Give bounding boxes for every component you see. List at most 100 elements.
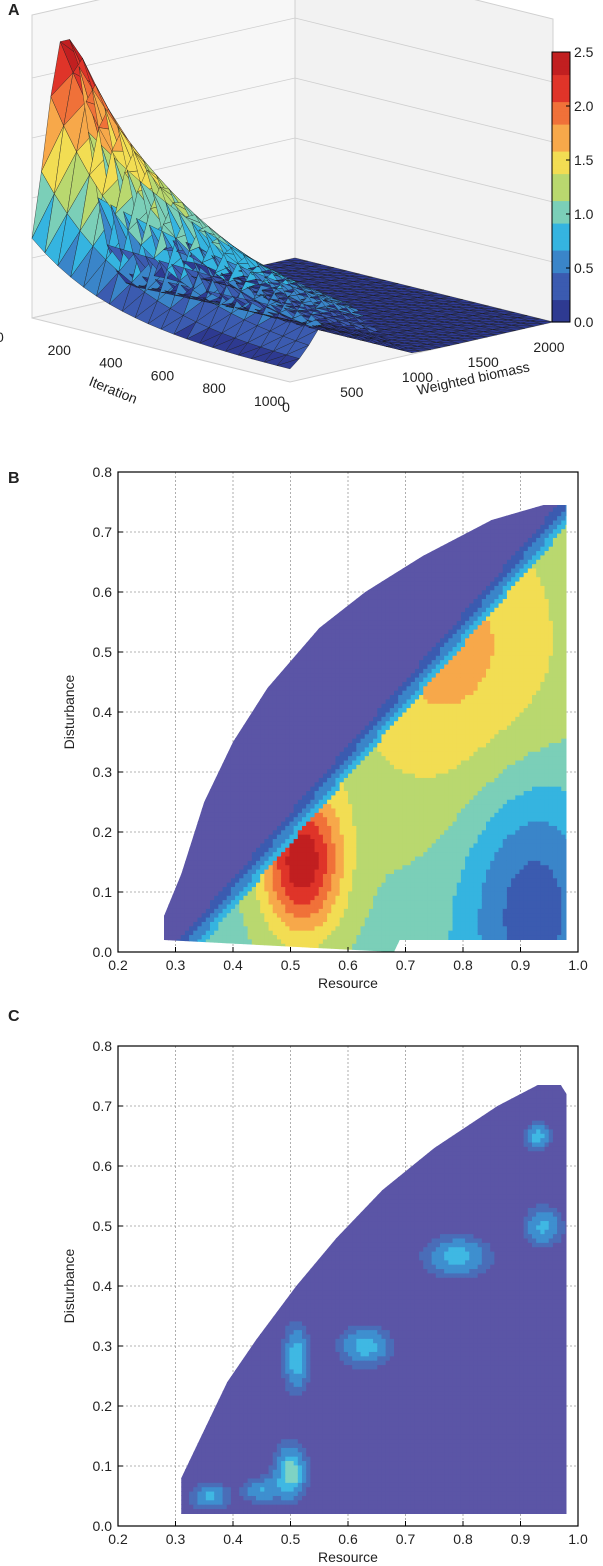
contour-cell: [247, 546, 253, 552]
contour-cell: [197, 777, 203, 783]
contour-cell: [122, 716, 127, 721]
contour-cell: [197, 755, 203, 761]
colorbar-segment: [552, 299, 570, 305]
contour-cell: [180, 668, 186, 674]
contour-cell: [143, 738, 148, 743]
contour-cell: [256, 585, 261, 591]
contour-cell: [184, 681, 190, 687]
contour-cell: [251, 943, 257, 949]
contour-cell: [210, 659, 215, 665]
contour-cell: [168, 816, 173, 822]
contour-cell: [118, 751, 123, 756]
y-tick-label: 1500: [468, 354, 499, 370]
contour-cell: [126, 616, 131, 621]
contour-cell: [256, 629, 261, 634]
contour-cell: [151, 860, 156, 865]
contour-cell: [176, 751, 182, 757]
contour-cell: [226, 659, 232, 665]
contour-cell: [226, 629, 232, 634]
contour-cell: [193, 677, 198, 682]
surface-facet: [295, 329, 319, 346]
contour-cell: [118, 695, 123, 700]
contour-cell: [164, 738, 169, 744]
contour-cell: [184, 760, 190, 765]
contour-cell: [176, 877, 182, 883]
contour-cell: [230, 842, 236, 848]
contour-cell: [214, 882, 219, 888]
contour-cell: [126, 537, 131, 542]
contour-cell: [205, 904, 211, 909]
contour-cell: [235, 712, 240, 717]
contour-cell: [227, 498, 232, 503]
contour-cell: [214, 812, 219, 818]
contour-cell: [230, 864, 236, 870]
contour-cell: [180, 904, 186, 909]
contour-cell: [139, 804, 144, 809]
contour-cell: [201, 698, 207, 704]
contour-cell: [218, 838, 224, 844]
contour-cell: [230, 895, 236, 901]
contour-cell: [218, 607, 224, 613]
contour-cell: [168, 760, 173, 765]
contour-cell: [235, 816, 240, 822]
contour-cell: [230, 908, 236, 914]
contour-cell: [147, 537, 152, 542]
contour-cell: [214, 576, 219, 582]
contour-cell: [168, 481, 173, 486]
contour-cell: [247, 594, 253, 600]
contour-cell: [118, 878, 123, 883]
contour-cell: [214, 481, 219, 486]
contour-cell: [164, 838, 169, 844]
contour-cell: [210, 533, 215, 538]
contour-cell: [251, 511, 257, 517]
contour-cell: [172, 659, 178, 665]
contour-cell: [184, 506, 190, 512]
contour-cell: [184, 546, 190, 552]
contour-cell: [226, 904, 232, 909]
contour-cell: [143, 734, 148, 739]
contour-cell: [151, 721, 156, 726]
contour-cell: [172, 799, 178, 805]
contour-cell: [197, 633, 203, 639]
contour-cell: [235, 934, 240, 940]
contour-cell: [122, 612, 127, 617]
contour-cell: [230, 873, 236, 879]
contour-cell: [184, 816, 190, 822]
contour-cell: [180, 838, 186, 844]
contour-cell: [218, 498, 223, 503]
contour-cell: [189, 882, 194, 888]
contour-cell: [222, 790, 228, 796]
x-tick-label: 0: [0, 329, 4, 345]
contour-cell: [239, 816, 244, 822]
contour-cell: [118, 681, 123, 686]
contour-cell: [205, 703, 211, 709]
contour-cell: [143, 620, 148, 625]
contour-cell: [176, 716, 182, 722]
contour-cell: [143, 599, 148, 604]
contour-cell: [218, 760, 224, 765]
contour-cell: [151, 559, 156, 564]
contour-cell: [247, 511, 253, 517]
contour-cell: [189, 733, 194, 739]
contour-cell: [176, 908, 182, 914]
contour-cell: [164, 742, 169, 748]
contour-cell: [126, 935, 131, 940]
contour-cell: [201, 668, 207, 674]
contour-cell: [122, 520, 127, 525]
contour-cell: [218, 690, 224, 696]
contour-cell: [143, 777, 148, 782]
contour-cell: [151, 555, 156, 560]
contour-cell: [164, 624, 169, 630]
contour-cell: [256, 524, 261, 530]
contour-cell: [164, 799, 169, 805]
contour-cell: [218, 786, 224, 792]
surface-facet: [530, 320, 554, 325]
colorbar-segment: [552, 106, 570, 112]
contour-cell: [197, 511, 203, 517]
contour-cell: [189, 489, 194, 494]
contour-cell: [248, 472, 253, 477]
contour-cell: [156, 725, 161, 730]
contour-cell: [176, 611, 182, 617]
contour-cell: [164, 616, 165, 621]
contour-cell: [135, 524, 140, 529]
